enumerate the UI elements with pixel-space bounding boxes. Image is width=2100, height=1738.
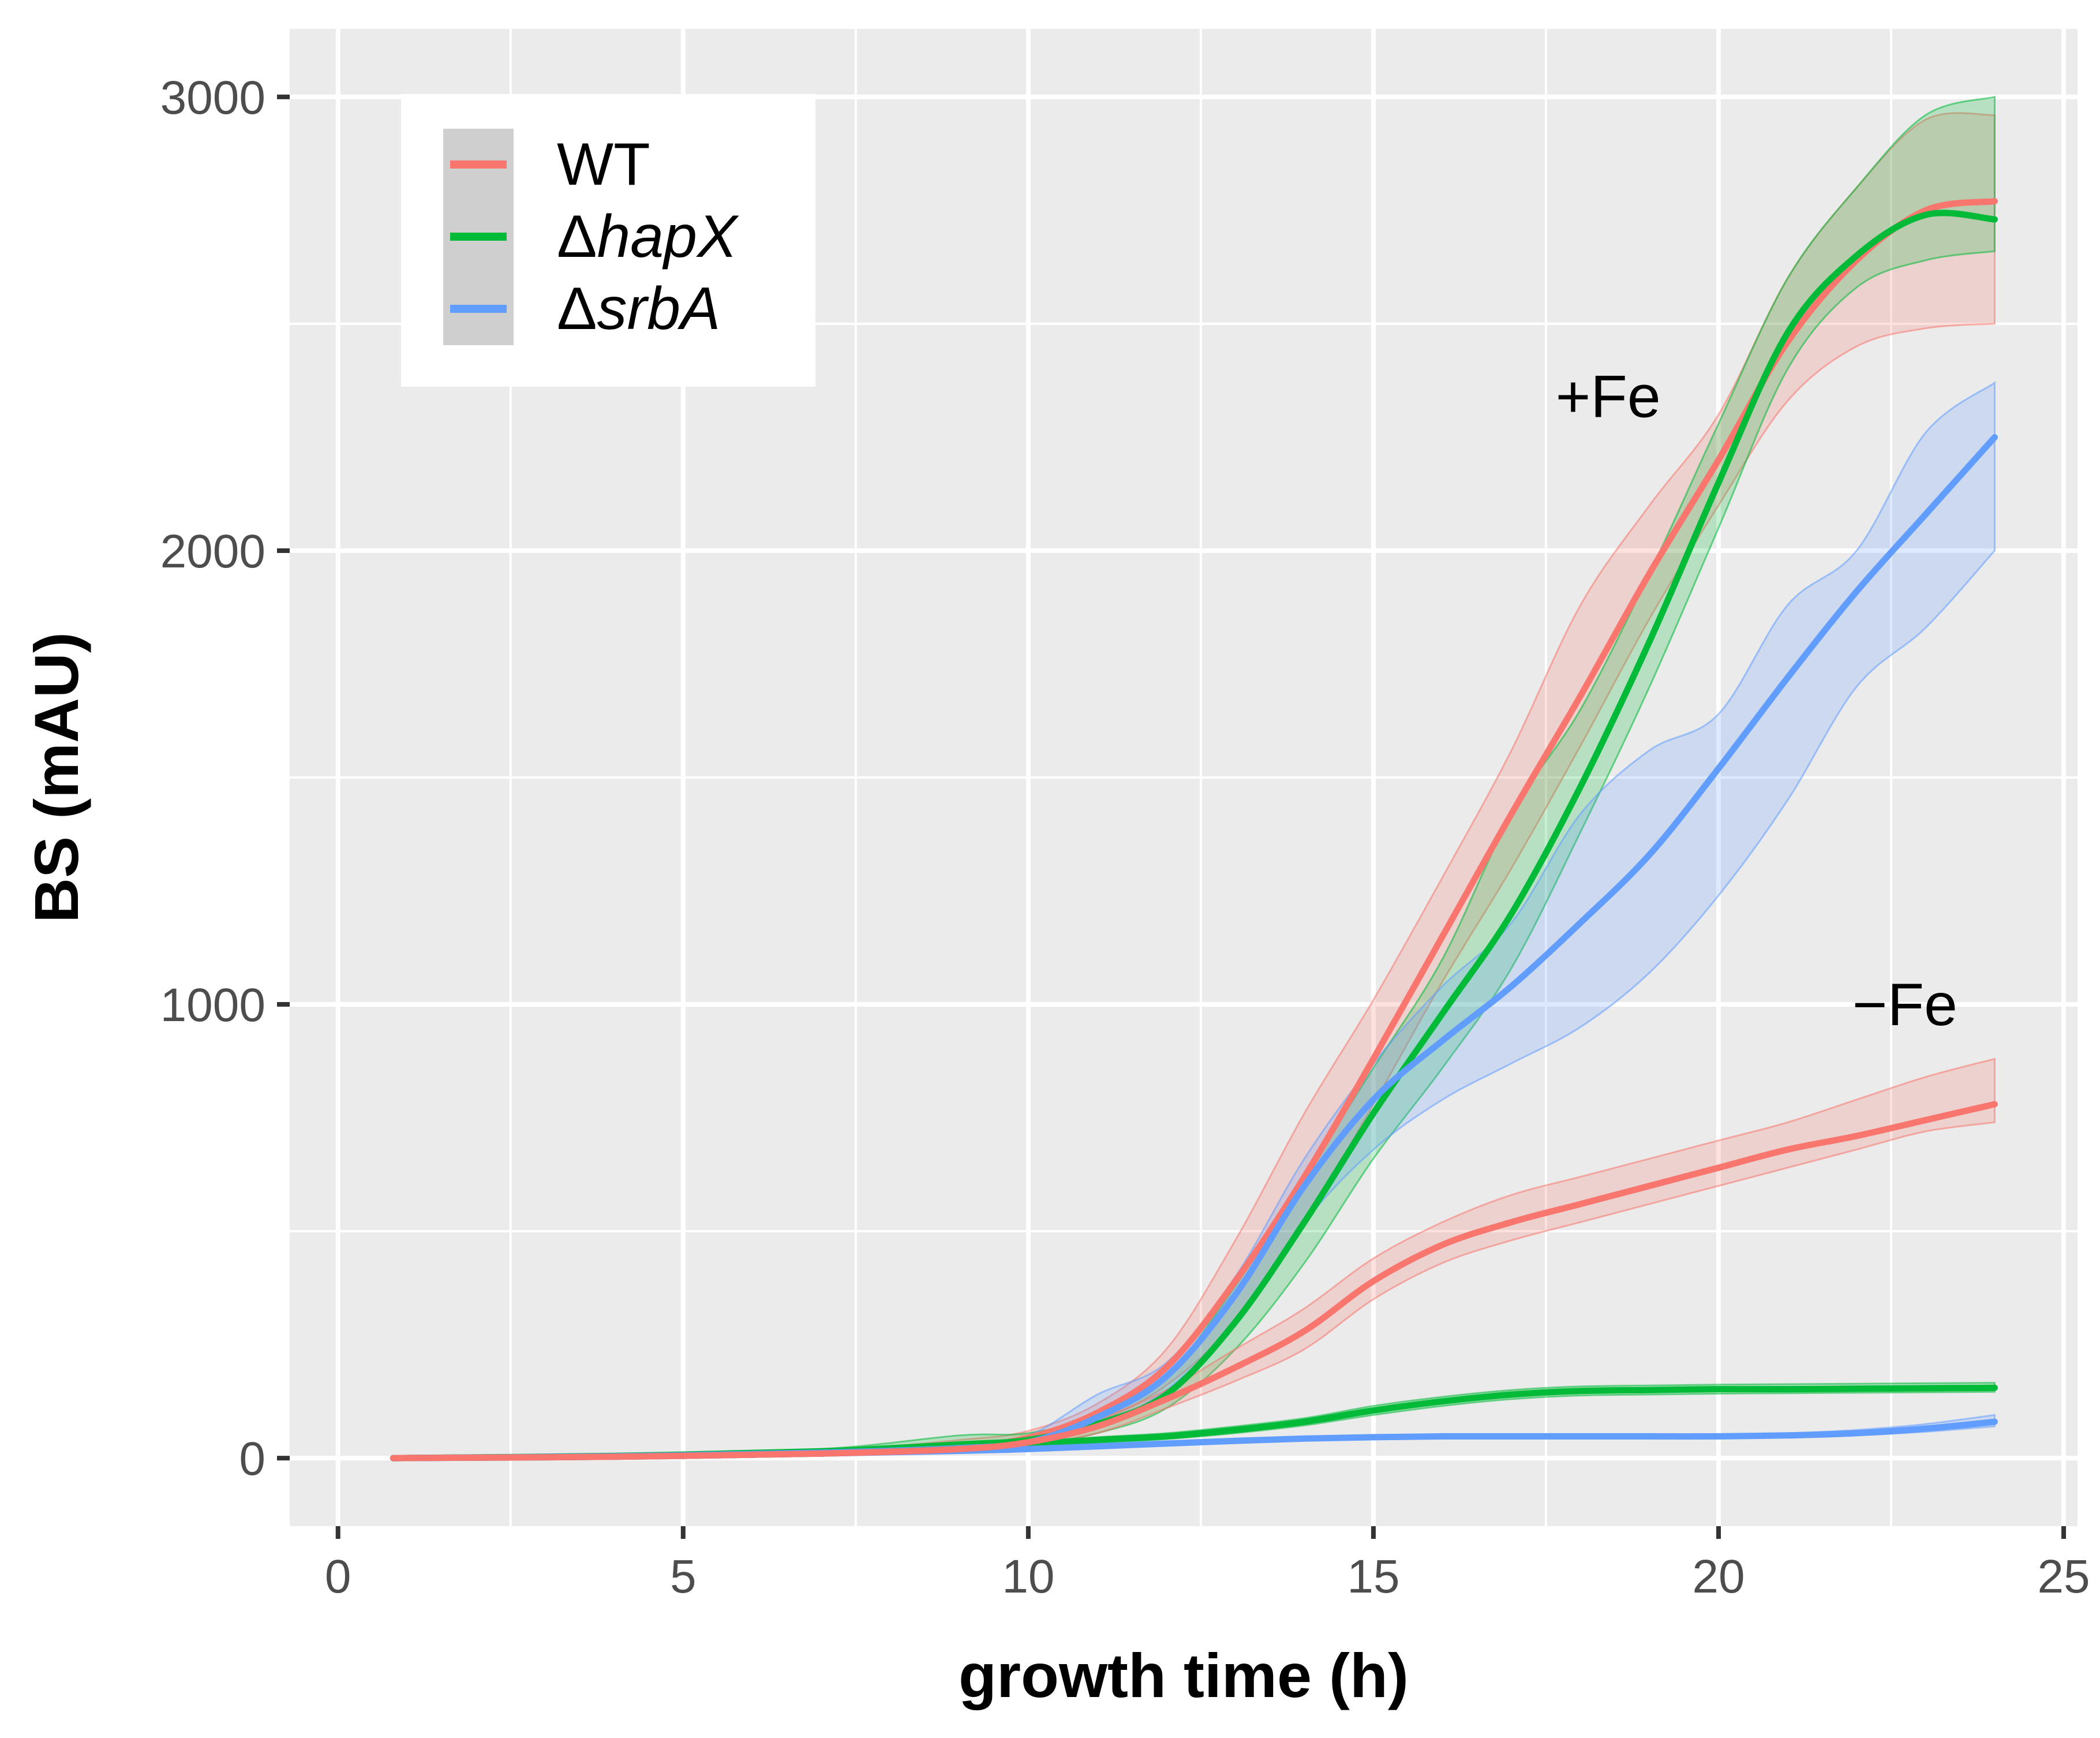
y-tick-label-2000: 2000 xyxy=(160,525,265,578)
x-tick-label-5: 5 xyxy=(670,1550,697,1603)
x-tick-label-10: 10 xyxy=(1002,1550,1054,1603)
legend-item-hapx: ΔhapX xyxy=(443,186,739,270)
annotation-minus-fe: −Fe xyxy=(1852,971,1957,1038)
legend-label-hapx: ΔhapX xyxy=(557,203,739,270)
legend-text-hapx: hapX xyxy=(597,203,739,270)
x-tick-label-15: 15 xyxy=(1347,1550,1399,1603)
legend-prefix-srba: Δ xyxy=(557,275,597,342)
legend-prefix-hapx: Δ xyxy=(557,203,597,270)
legend-label-wt: WT xyxy=(557,131,650,198)
y-tick-label-3000: 3000 xyxy=(160,72,265,124)
legend-key-wt xyxy=(443,129,514,186)
legend: WT ΔhapX ΔsrbA xyxy=(401,94,815,387)
legend-text-wt: WT xyxy=(557,131,650,198)
x-tick-label-0: 0 xyxy=(325,1550,351,1603)
legend-item-wt: WT xyxy=(443,129,650,198)
legend-key-srba xyxy=(443,243,514,345)
y-axis-title: BS (mAU) xyxy=(21,632,91,923)
x-tick-label-25: 25 xyxy=(2037,1550,2090,1603)
ribbon-srba-plus-fe xyxy=(393,381,1996,1459)
y-tick-label-0: 0 xyxy=(239,1433,265,1485)
legend-text-srba: srbA xyxy=(597,275,720,342)
annotation-plus-fe: +Fe xyxy=(1556,364,1661,431)
x-axis-title: growth time (h) xyxy=(959,1640,1409,1710)
series-lines xyxy=(390,198,1998,1462)
ribbon-wt-plus-fe xyxy=(393,112,1996,1459)
x-tick-label-20: 20 xyxy=(1692,1550,1745,1603)
legend-label-srba: ΔsrbA xyxy=(557,275,720,342)
y-tick-label-1000: 1000 xyxy=(160,979,265,1031)
axes: 0 5 10 15 20 25 0 1000 2000 3000 xyxy=(160,72,2090,1603)
legend-item-srba: ΔsrbA xyxy=(443,243,720,345)
line-wt-minus-fe xyxy=(390,1101,1998,1462)
